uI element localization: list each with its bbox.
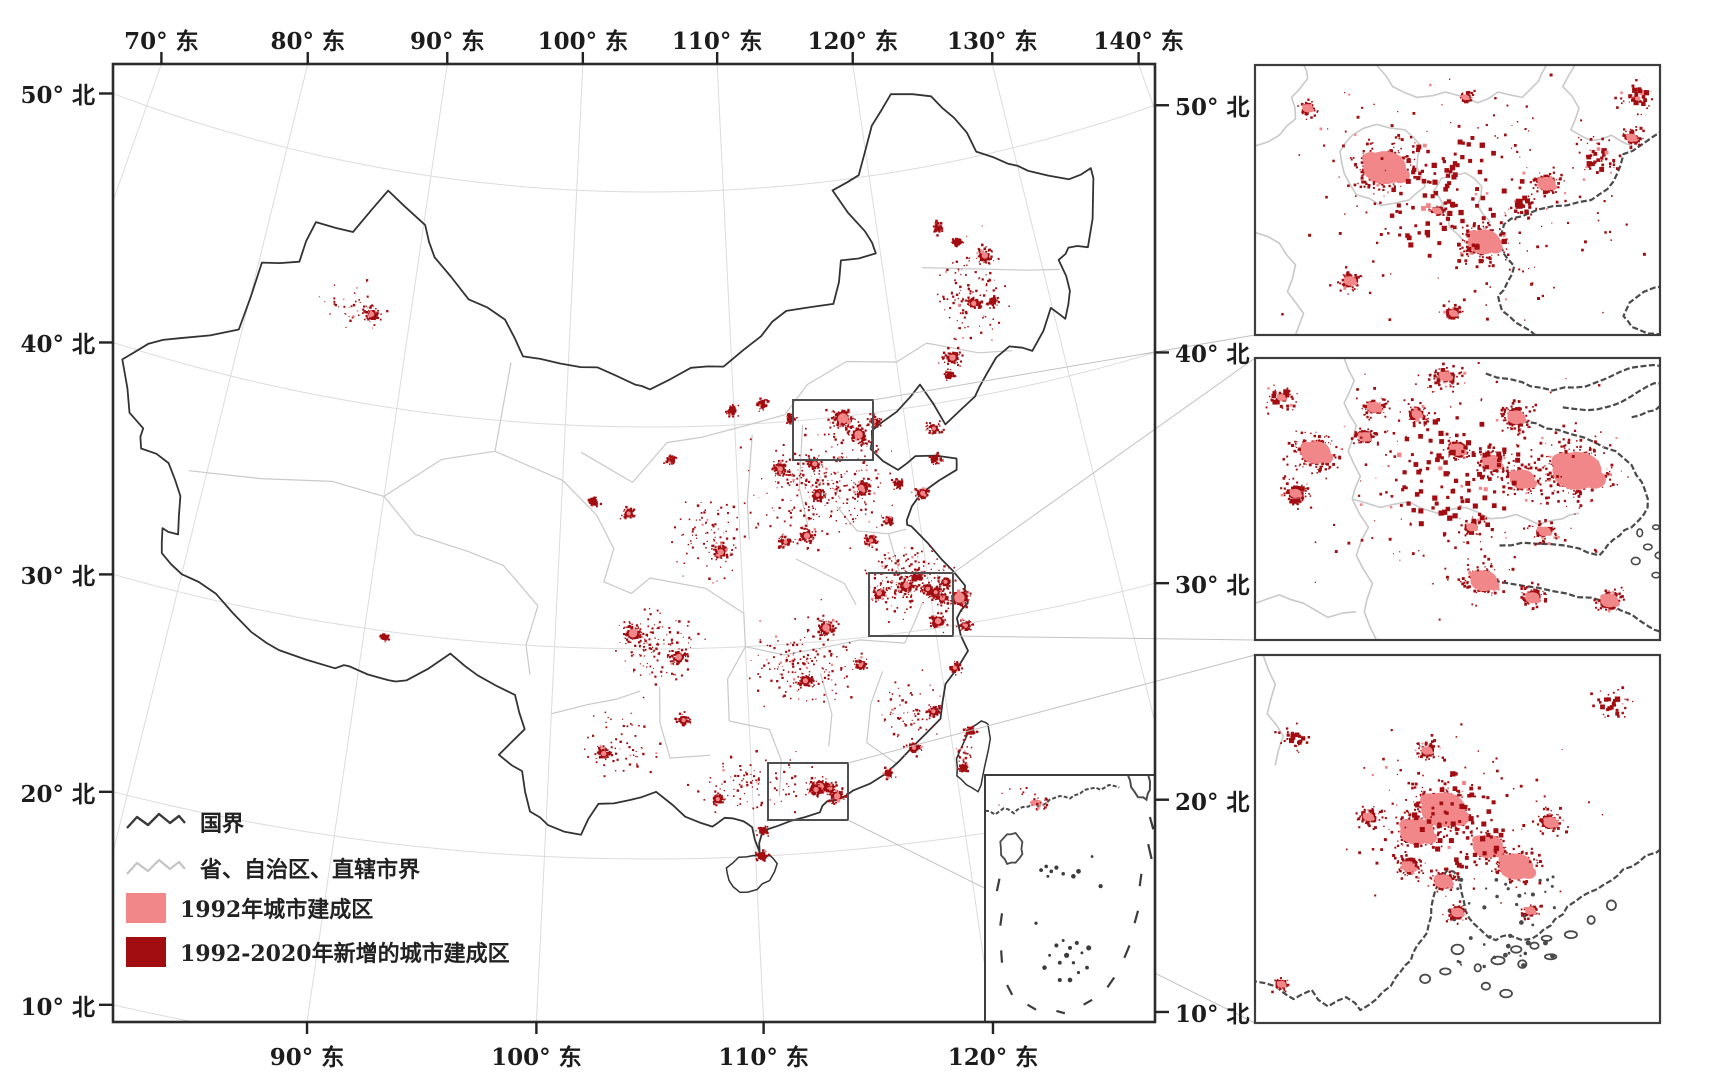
inset-frame-pearl-river-delta [1253, 653, 1662, 1025]
tick-label-bottom-120e: 120° 东 [947, 1044, 1039, 1071]
tick-label-left-20n: 20° 北 [20, 780, 95, 808]
zoom-box-yangtze-delta [868, 572, 954, 637]
inset-frame-jing-jin-ji [1253, 63, 1662, 337]
inset-jing-jin-ji [1255, 65, 1660, 335]
main-map [113, 64, 1155, 1022]
tick-label-top-120e: 120° 东 [807, 28, 898, 55]
tick-label-left-40n: 40° 北 [20, 331, 95, 359]
tick-label-right-20n: 20° 北 [1175, 788, 1250, 816]
tick-label-left-10n: 10° 北 [20, 993, 95, 1021]
tick-label-top-130e: 130° 东 [946, 28, 1038, 55]
hainan-outline [725, 854, 779, 894]
inset-frame-yangtze-river-delta [1253, 356, 1662, 642]
inset-urban-speckles [1271, 686, 1634, 994]
legend-label: 1992-2020年新增的城市建成区 [180, 941, 510, 967]
urban-speckles [318, 219, 1010, 862]
tick-label-top-90e: 90° 东 [409, 28, 485, 55]
legend-label: 1992年城市建成区 [180, 897, 374, 923]
zoom-box-jing-jin-ji [792, 399, 874, 461]
tick-label-left-30n: 30° 北 [20, 563, 95, 591]
tick-label-top-80e: 80° 东 [270, 28, 346, 55]
province-border-line-icon [126, 853, 186, 883]
tick-label-top-110e: 110° 东 [671, 28, 763, 55]
tick-label-bottom-110e: 110° 东 [718, 1044, 809, 1071]
inset-connectors [847, 334, 1256, 1024]
axis-ticks [99, 52, 1169, 1034]
built-1992-swatch [126, 893, 166, 923]
tick-label-right-50n: 50° 北 [1175, 94, 1250, 122]
legend-label: 国界 [200, 811, 245, 837]
national-boundary [121, 93, 1095, 894]
tick-label-left-50n: 50° 北 [20, 82, 95, 110]
built-new-swatch [126, 937, 166, 967]
national-border-line-icon [126, 807, 186, 837]
tick-label-right-40n: 40° 北 [1175, 341, 1250, 369]
legend-item-national-border: 国界 [126, 806, 244, 838]
inset-yangtze-river-delta [1255, 358, 1660, 640]
legend-item-province-border: 省、自治区、直辖市界 [126, 852, 420, 884]
tick-label-bottom-90e: 90° 东 [269, 1044, 345, 1071]
hainan-inset-outline [999, 831, 1024, 865]
legend-item-built-new: 1992-2020年新增的城市建成区 [126, 936, 510, 968]
zoom-extent-boxes [767, 399, 954, 821]
graticule [113, 64, 1155, 1022]
tick-label-top-70e: 70° 东 [124, 28, 199, 55]
tick-label-bottom-100e: 100° 东 [491, 1044, 582, 1071]
province-boundaries [188, 267, 1060, 797]
inset-pearl-river-delta [1255, 655, 1660, 1023]
legend-item-built-1992: 1992年城市建成区 [126, 892, 373, 924]
tick-label-top-140e: 140° 东 [1093, 28, 1184, 55]
legend-label: 省、自治区、直辖市界 [200, 857, 421, 883]
tick-label-right-10n: 10° 北 [1175, 1000, 1250, 1028]
main-map-frame [111, 62, 1157, 1024]
tick-label-top-100e: 100° 东 [537, 28, 629, 55]
tick-label-right-30n: 30° 北 [1175, 572, 1250, 600]
south-china-sea-inset [985, 775, 1155, 1022]
inset-urban-speckles [1281, 73, 1653, 321]
inset-urban-speckles [1265, 362, 1629, 621]
zoom-box-pearl-delta [767, 762, 849, 821]
